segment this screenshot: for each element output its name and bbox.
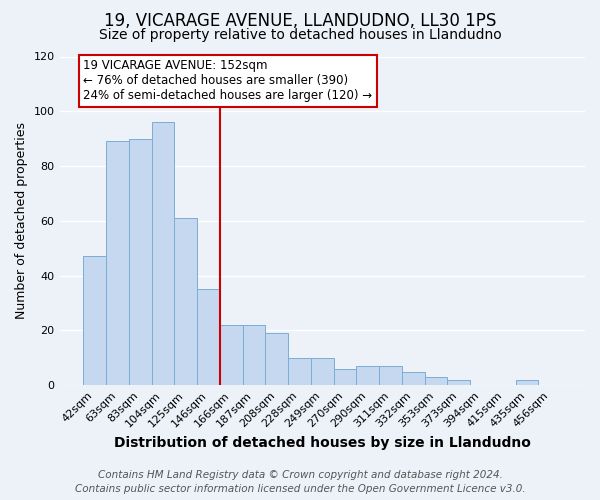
Bar: [402, 372, 425, 385]
Text: 19 VICARAGE AVENUE: 152sqm
← 76% of detached houses are smaller (390)
24% of sem: 19 VICARAGE AVENUE: 152sqm ← 76% of deta…: [83, 59, 373, 102]
Bar: [242, 325, 265, 385]
Bar: [106, 142, 129, 385]
Bar: [311, 358, 334, 385]
Text: Contains HM Land Registry data © Crown copyright and database right 2024.
Contai: Contains HM Land Registry data © Crown c…: [74, 470, 526, 494]
Bar: [197, 290, 220, 385]
Bar: [129, 138, 152, 385]
Bar: [175, 218, 197, 385]
Bar: [448, 380, 470, 385]
Y-axis label: Number of detached properties: Number of detached properties: [15, 122, 28, 320]
Bar: [220, 325, 242, 385]
Text: 19, VICARAGE AVENUE, LLANDUDNO, LL30 1PS: 19, VICARAGE AVENUE, LLANDUDNO, LL30 1PS: [104, 12, 496, 30]
Bar: [83, 256, 106, 385]
Bar: [425, 377, 448, 385]
Bar: [515, 380, 538, 385]
Bar: [265, 333, 288, 385]
Bar: [334, 369, 356, 385]
Text: Size of property relative to detached houses in Llandudno: Size of property relative to detached ho…: [98, 28, 502, 42]
Bar: [379, 366, 402, 385]
Bar: [356, 366, 379, 385]
Bar: [288, 358, 311, 385]
Bar: [152, 122, 175, 385]
X-axis label: Distribution of detached houses by size in Llandudno: Distribution of detached houses by size …: [114, 436, 531, 450]
